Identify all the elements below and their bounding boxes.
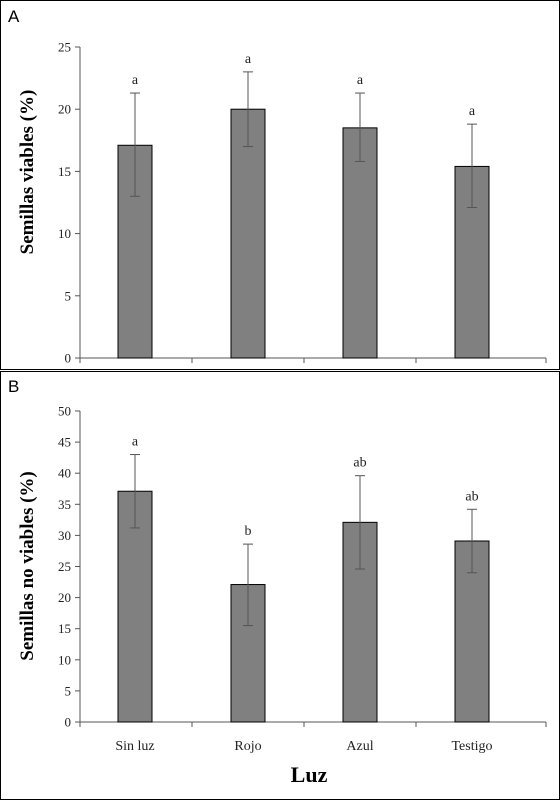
panel-b-significance-label-2: b xyxy=(245,524,252,539)
panel-b: B Semillas no viables (%) Luz 0 5 10 15 20 25… xyxy=(0,371,560,800)
panel-a-plot: 0 5 10 15 20 25 a a a a xyxy=(58,40,547,366)
panel-a-significance-label-1: a xyxy=(132,73,139,88)
panel-b-significance-label-1: a xyxy=(132,435,139,450)
panel-b-letter: B xyxy=(8,377,19,396)
panel-b-y-tick-label: 45 xyxy=(58,435,71,450)
panel-b-category-label-4: Testigo xyxy=(451,739,492,754)
panel-b-y-tick-label: 35 xyxy=(58,497,71,512)
panel-a-y-tick-label: 0 xyxy=(65,351,72,366)
panel-b-category-label-1: Sin luz xyxy=(115,739,154,754)
panel-a-bar-3 xyxy=(342,127,378,359)
panel-a: A Semillas viables (%) 0 5 10 15 20 25 a a a a xyxy=(0,0,560,370)
panel-a-y-axis-label: Semillas viables (%) xyxy=(17,90,38,255)
panel-b-bar-1 xyxy=(117,490,153,723)
panel-a-significance-label-2: a xyxy=(245,52,252,67)
panel-a-y-tick-label: 20 xyxy=(58,102,71,117)
panel-b-y-tick-label: 30 xyxy=(58,528,71,543)
panel-b-y-axis-label: Semillas no viables (%) xyxy=(17,471,38,660)
panel-b-y-tick-label: 50 xyxy=(58,404,71,419)
panel-b-y-tick-label: 25 xyxy=(58,559,71,574)
panel-a-bar-2 xyxy=(230,108,266,359)
panel-a-significance-label-4: a xyxy=(469,104,476,119)
panel-b-significance-label-4: ab xyxy=(465,489,478,504)
panel-a-significance-label-3: a xyxy=(357,73,364,88)
panel-a-letter: A xyxy=(8,7,20,26)
panel-b-y-tick-label: 0 xyxy=(65,715,72,730)
panel-b-x-axis-label: Luz xyxy=(291,762,328,787)
panel-b-y-tick-label: 15 xyxy=(58,621,71,636)
panel-b-y-tick-label: 40 xyxy=(58,466,71,481)
panel-b-category-label-2: Rojo xyxy=(234,739,261,754)
panel-a-y-tick-label: 25 xyxy=(58,40,71,55)
panel-b-y-tick-label: 5 xyxy=(65,683,72,698)
panel-b-plot: 0 5 10 15 20 25 30 35 40 45 50 a Sin luz b Rojo ab Azul a… xyxy=(58,404,547,754)
panel-b-category-label-3: Azul xyxy=(346,739,373,754)
panel-b-y-tick-label: 20 xyxy=(58,590,71,605)
panel-b-significance-label-3: ab xyxy=(353,456,366,471)
panel-a-y-tick-label: 15 xyxy=(58,164,71,179)
panel-b-y-tick-label: 10 xyxy=(58,652,71,667)
panel-a-y-tick-label: 5 xyxy=(65,288,72,303)
panel-a-y-tick-label: 10 xyxy=(58,226,71,241)
